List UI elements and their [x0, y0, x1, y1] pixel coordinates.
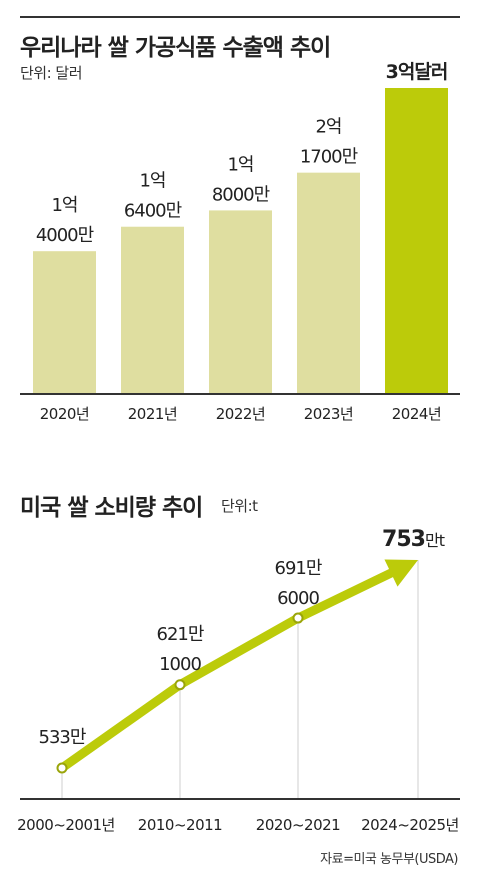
x-tick-label: 2023년 — [304, 405, 353, 423]
x-tick-label: 2020년 — [40, 405, 89, 423]
x-tick-label: 2024~2025년 — [361, 816, 459, 834]
point-value-label: 691만 — [275, 558, 322, 579]
x-tick-label: 2022년 — [216, 405, 265, 423]
bar-value-label: 6400만 — [124, 201, 182, 222]
bar-value-label: 4000만 — [36, 225, 94, 246]
line-chart: 533만 621만 1000 691만 6000 753만t 2000~2001년 2010~… — [17, 527, 460, 834]
bar-value-label: 3억달러 — [386, 61, 448, 83]
line-chart-title: 미국 쌀 소비량 추이 — [20, 495, 203, 521]
x-tick-label: 2000~2001년 — [17, 816, 115, 834]
bar — [209, 210, 272, 394]
bar — [297, 172, 360, 394]
bar-value-label: 1억 — [139, 171, 165, 192]
x-tick-label: 2010~2011 — [138, 816, 222, 834]
bar — [385, 88, 448, 394]
bar-value-label: 1억 — [227, 154, 253, 175]
point-value-label: 753만t — [382, 527, 445, 552]
bar-value-label: 1700만 — [300, 147, 358, 168]
data-point — [292, 612, 304, 624]
bar-chart-title: 우리나라 쌀 가공식품 수출액 추이 — [20, 35, 331, 61]
bar-chart-unit: 단위: 달러 — [20, 64, 83, 82]
bar — [33, 251, 96, 394]
bar-value-label: 1억 — [51, 195, 77, 216]
data-point — [174, 679, 186, 691]
line-chart-unit: 단위:t — [221, 497, 258, 515]
arrow-head — [384, 559, 418, 587]
top-rule — [20, 16, 460, 18]
source-note: 자료=미국 농무부(USDA) — [320, 852, 458, 867]
value-number: 753 — [382, 527, 425, 552]
x-tick-label: 2021년 — [128, 405, 177, 423]
point-value-label: 533만 — [39, 727, 86, 748]
bar-chart: 1억 4000만 2020년 1억 6400만 2021년 1억 8000만 2022년 2억 17… — [20, 61, 460, 423]
data-point — [56, 762, 68, 774]
x-tick-label: 2020~2021 — [256, 816, 340, 834]
point-value-label: 621만 — [157, 624, 204, 645]
bar-value-label: 8000만 — [212, 184, 270, 205]
bar-value-label: 2억 — [315, 117, 341, 138]
point-value-label: 1000 — [159, 654, 201, 675]
series-line — [57, 567, 398, 773]
value-unit: 만t — [425, 531, 445, 550]
point-value-label: 6000 — [277, 588, 319, 609]
x-tick-label: 2024년 — [392, 405, 441, 423]
bar — [121, 226, 184, 394]
